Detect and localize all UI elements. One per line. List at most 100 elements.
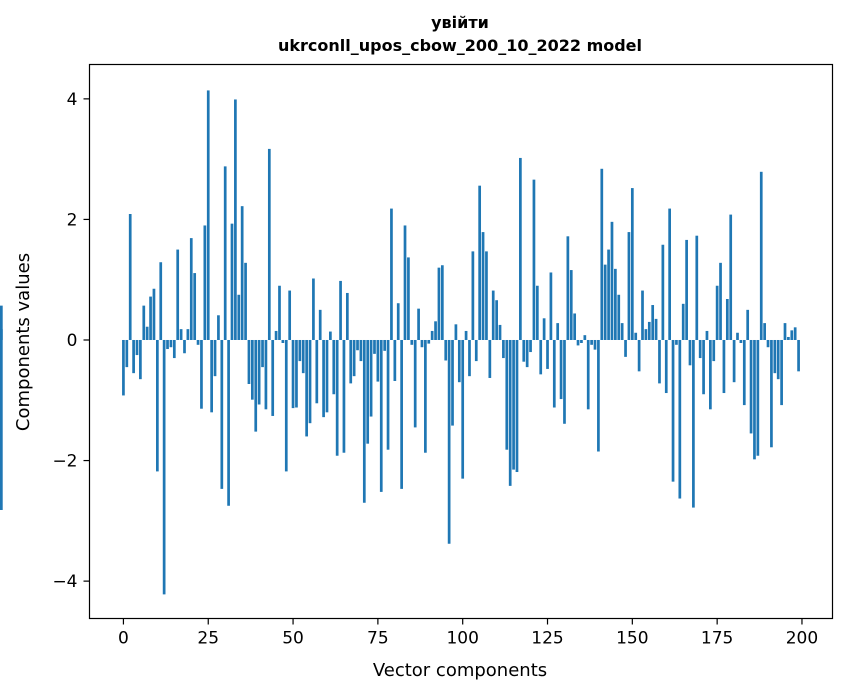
bar-component-168 (692, 339, 695, 508)
bar-component-69 (356, 339, 359, 351)
bar-component-30 (223, 166, 227, 340)
bar-component-49 (288, 290, 292, 340)
bar-component-34 (237, 294, 241, 340)
bar-component-166 (685, 239, 688, 340)
bar-component-102 (468, 339, 471, 377)
bar-component-109 (491, 290, 495, 340)
bar-component-99 (457, 339, 461, 383)
bar-component-160 (664, 339, 668, 394)
bar-component-113 (505, 339, 509, 450)
bar-component-4 (135, 339, 139, 356)
bar-component-93 (437, 267, 441, 340)
bar-component-182 (739, 339, 743, 343)
bar-component-171 (702, 339, 705, 395)
bar-component-20 (189, 238, 193, 340)
bar-component-11 (159, 262, 163, 340)
bar-component-111 (498, 324, 502, 340)
bar-component-78 (386, 339, 390, 450)
bar-component-60 (325, 339, 329, 413)
plot-frame (88, 63, 834, 620)
bar-component-76 (379, 339, 383, 492)
bar-component-95 (444, 339, 448, 361)
bar-component-29 (220, 339, 224, 489)
bar-component-18 (183, 339, 186, 354)
bar-component-144 (610, 221, 614, 340)
bar-component-9 (152, 288, 156, 340)
bar-component-65 (342, 339, 346, 453)
bar-component-158 (658, 339, 661, 384)
y-tick-label: 2 (67, 210, 78, 230)
bar-component-198 (793, 327, 797, 340)
bar-component-176 (719, 262, 722, 340)
bar-component-87 (417, 308, 420, 340)
bar-component-131 (566, 236, 570, 340)
bar-component-179 (729, 214, 733, 340)
y-tick-label: 0 (67, 331, 78, 351)
bar-component-150 (630, 188, 634, 340)
bar-component-114 (508, 339, 512, 486)
x-tick-label: 150 (616, 629, 648, 649)
bar-component-10 (156, 339, 159, 472)
bar-component-82 (400, 339, 403, 489)
bar-component-24 (203, 225, 207, 340)
bar-component-138 (590, 339, 593, 345)
bar-component-91 (430, 330, 434, 340)
bar-component-173 (709, 339, 712, 410)
bar-component-7 (145, 326, 149, 340)
bar-component-139 (593, 339, 597, 350)
bar-component-70 (359, 339, 363, 362)
bar-component-178 (725, 299, 729, 340)
bar-component-73 (369, 339, 373, 417)
bar-component-169 (695, 235, 699, 340)
bar-component-140 (597, 339, 600, 452)
bar-component-121 (532, 179, 536, 340)
bar-component-119 (525, 339, 529, 368)
bar-component-72 (366, 339, 370, 444)
bar-component-26 (210, 339, 213, 413)
bar-component-130 (563, 339, 566, 424)
bar-component-68 (352, 339, 356, 377)
bar-component-159 (661, 244, 665, 340)
bar-component-192 (773, 339, 777, 374)
bar-component-67 (349, 339, 353, 384)
bar-component-28 (217, 315, 220, 340)
bar-component-195 (783, 323, 787, 340)
bar-component-128 (556, 323, 560, 340)
bar-component-124 (542, 318, 546, 340)
bar-component-132 (569, 270, 573, 340)
bar-component-48 (284, 339, 288, 472)
bar-component-96 (447, 339, 451, 544)
bar-component-188 (759, 171, 763, 340)
bar-component-116 (515, 339, 519, 473)
bar-component-14 (169, 339, 173, 348)
bar-component-50 (291, 339, 295, 409)
bar-component-58 (318, 309, 322, 340)
bar-component-117 (519, 157, 522, 340)
bar-component-110 (495, 300, 498, 340)
bar-component-0 (122, 339, 125, 396)
bar-component-161 (668, 208, 671, 340)
bar-component-81 (396, 303, 400, 340)
bar-component-85 (410, 339, 414, 345)
bar-component-108 (488, 339, 492, 378)
bar-component-55 (308, 339, 312, 424)
bar-component-53 (301, 339, 305, 374)
bar-component-12 (162, 339, 166, 595)
y-tick-label: 4 (67, 90, 78, 110)
bar-component-165 (681, 303, 685, 340)
bar-component-175 (715, 285, 719, 340)
x-tick-label: 50 (282, 629, 304, 649)
bar-component-25 (206, 90, 210, 340)
bar-component-137 (586, 339, 590, 410)
bar-component-98 (454, 324, 458, 340)
bar-component-54 (305, 339, 308, 437)
bar-component-84 (407, 257, 410, 340)
bar-component-153 (641, 290, 644, 340)
bar-component-59 (322, 339, 325, 418)
bar-component-43 (267, 148, 271, 340)
bar-component-136 (583, 335, 587, 340)
bar-component-180 (732, 339, 736, 383)
x-tick-label: 75 (367, 629, 389, 649)
x-tick-label: 25 (197, 629, 219, 649)
